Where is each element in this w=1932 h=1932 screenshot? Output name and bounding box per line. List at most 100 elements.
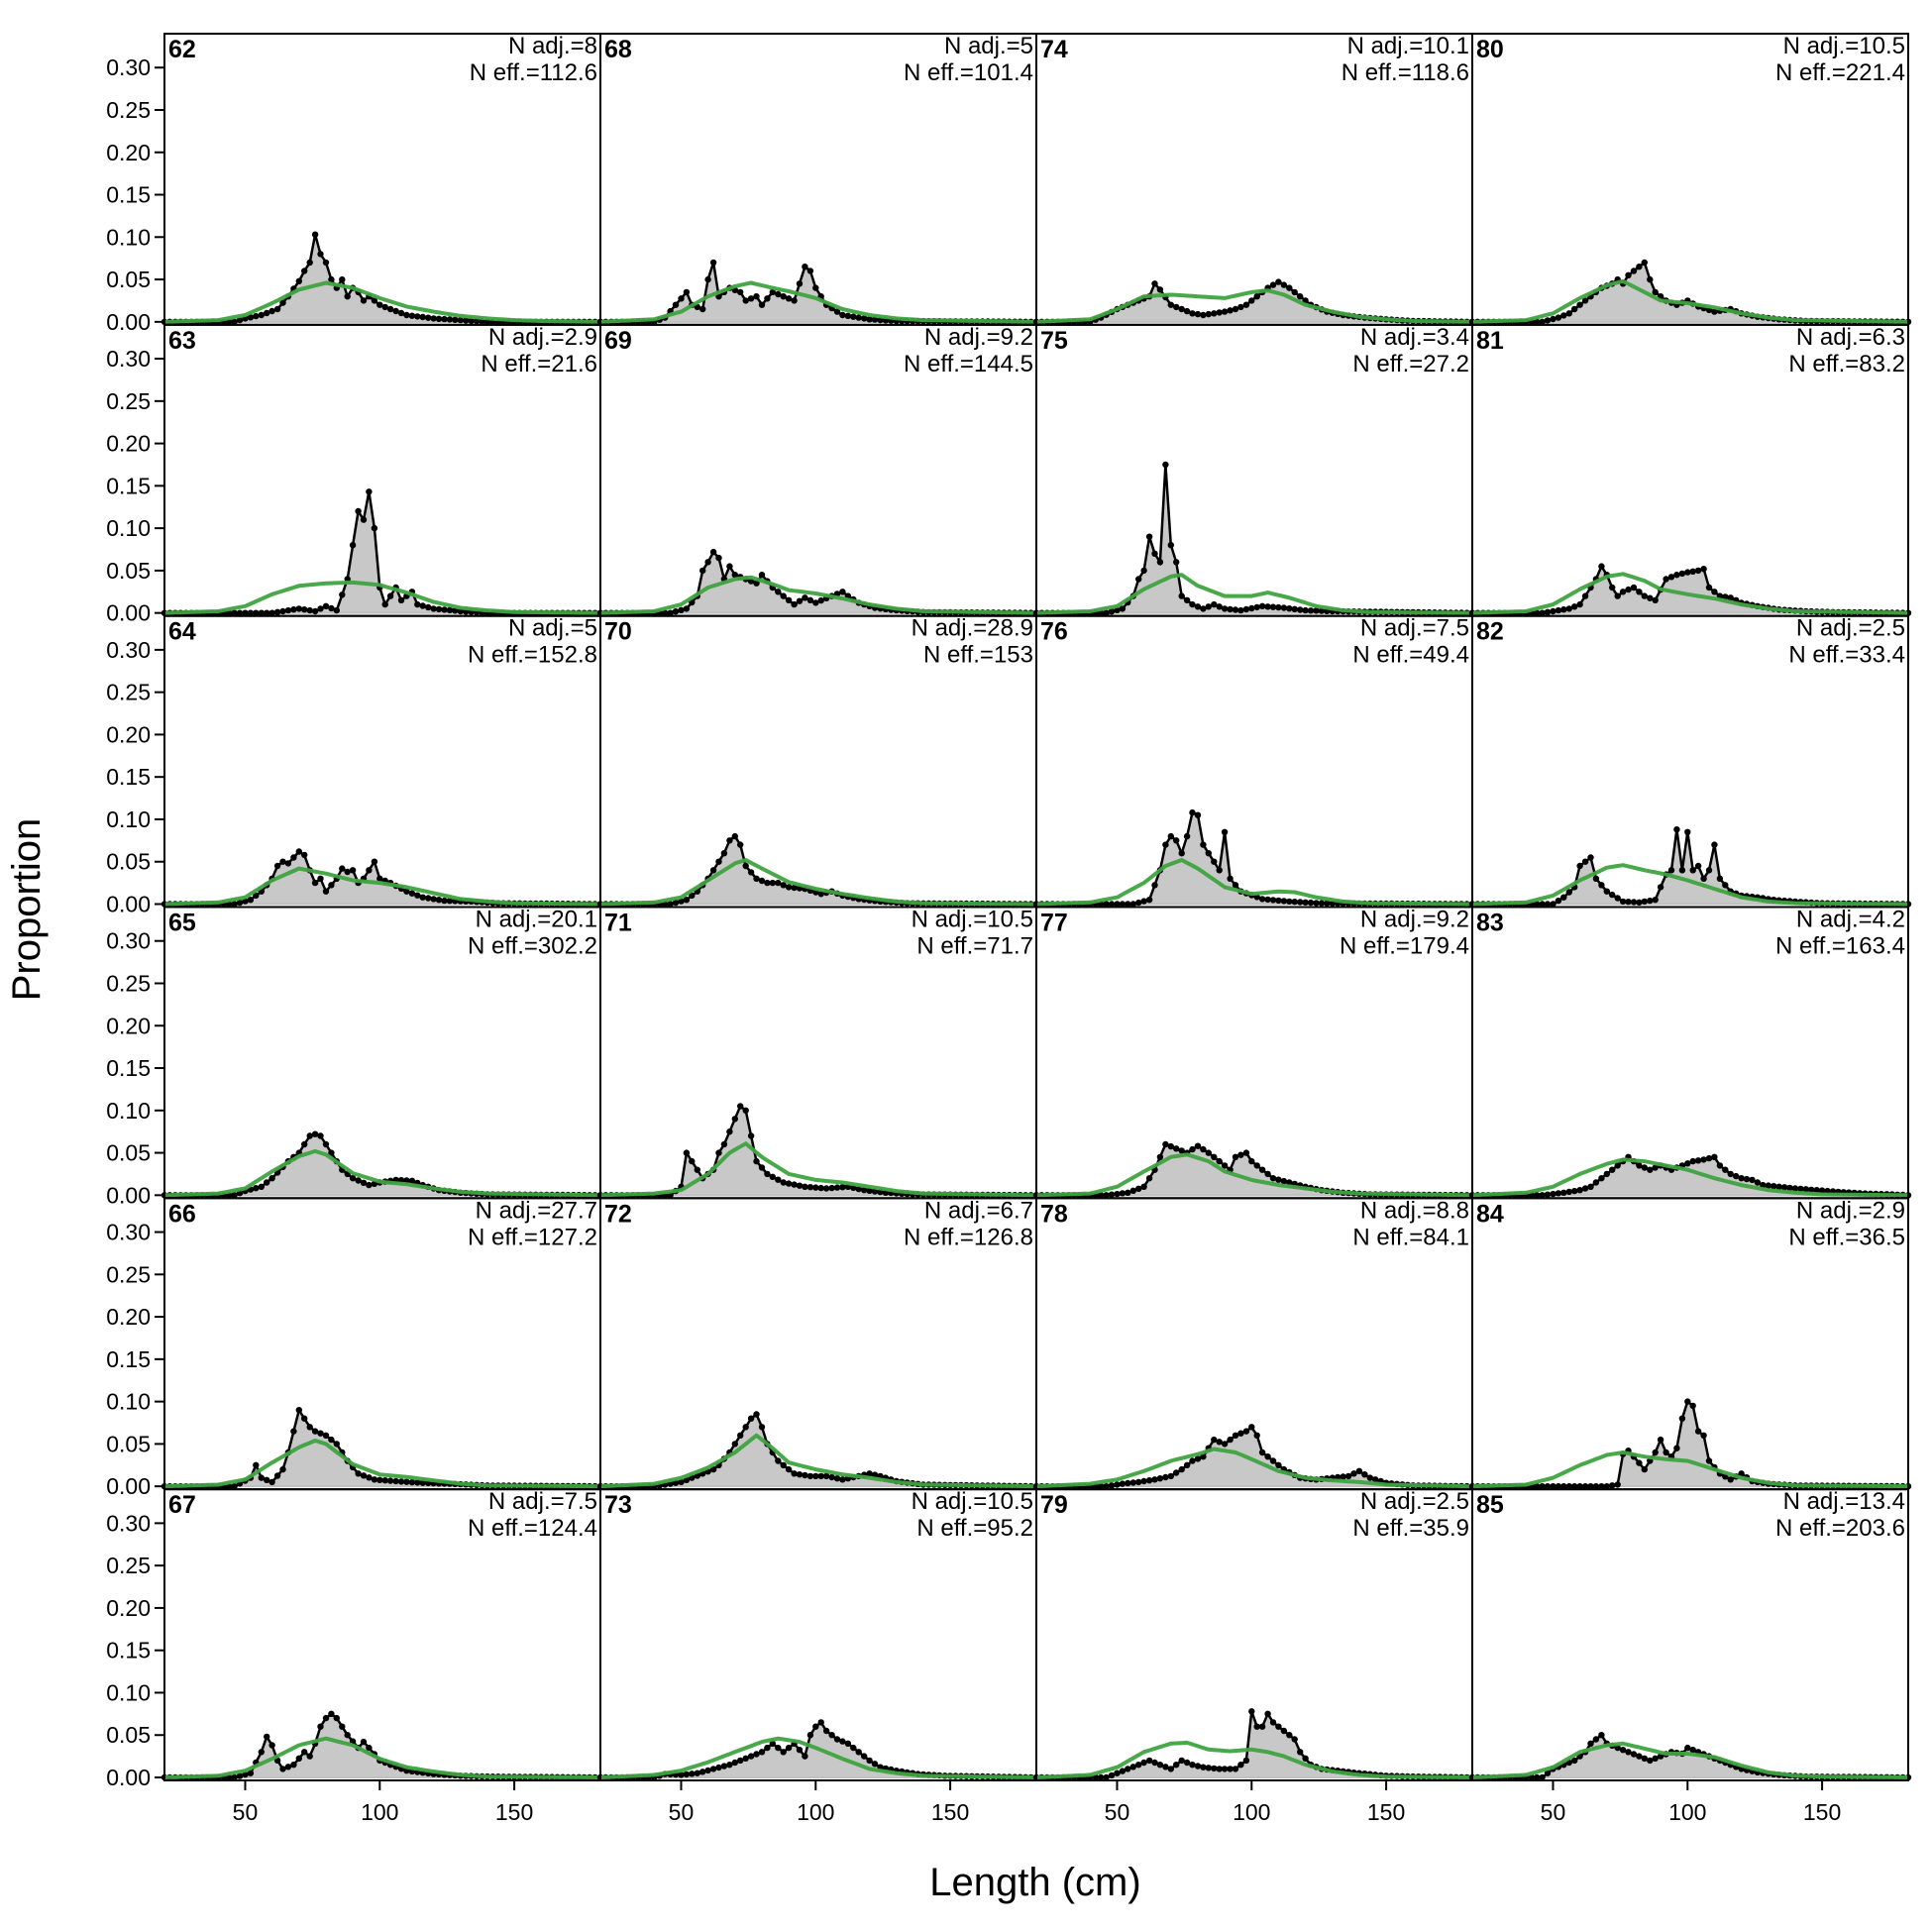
observed-point xyxy=(1684,569,1691,576)
observed-point xyxy=(1098,1192,1105,1199)
observed-point xyxy=(311,1130,319,1137)
expected-line xyxy=(1471,1741,1909,1779)
observed-point xyxy=(328,604,335,612)
observed-point xyxy=(1667,867,1675,874)
observed-point xyxy=(360,1179,368,1187)
observed-point xyxy=(1689,1747,1696,1754)
panel-id-label: 68 xyxy=(604,36,632,63)
observed-area xyxy=(1036,1144,1472,1196)
observed-point xyxy=(1361,1471,1368,1478)
observed-point xyxy=(1560,894,1567,901)
y-tick-label: 0.30 xyxy=(106,1510,151,1536)
observed-point xyxy=(1173,1762,1180,1769)
observed-point xyxy=(1581,297,1589,304)
observed-point xyxy=(758,1164,766,1171)
expected-line xyxy=(163,280,600,324)
observed-point xyxy=(247,609,255,616)
observed-point xyxy=(322,1432,330,1440)
observed-point xyxy=(1544,901,1552,908)
x-tick-label: 50 xyxy=(1541,1799,1566,1825)
observed-point xyxy=(1743,1175,1751,1183)
observed-point xyxy=(758,1749,766,1756)
observed-point xyxy=(1534,1192,1541,1199)
observed-point xyxy=(1340,1473,1346,1480)
observed-point xyxy=(753,1411,760,1418)
n-eff-label: N eff.=33.4 xyxy=(1788,642,1905,669)
observed-point xyxy=(850,1744,857,1752)
observed-point xyxy=(295,848,302,855)
observed-point xyxy=(1248,1708,1255,1715)
observed-point xyxy=(322,602,330,609)
observed-point xyxy=(1156,1475,1164,1482)
observed-point xyxy=(366,1474,373,1481)
observed-point xyxy=(737,841,744,848)
observed-point xyxy=(397,1478,405,1485)
observed-point xyxy=(339,275,346,283)
expected-line xyxy=(599,1141,1036,1198)
observed-point xyxy=(231,1192,238,1199)
observed-point xyxy=(1625,271,1632,278)
observed-point xyxy=(709,259,717,267)
y-tick-label: 0.05 xyxy=(106,267,151,292)
observed-point xyxy=(1103,609,1110,616)
observed-point xyxy=(1663,576,1669,583)
observed-point xyxy=(866,1470,873,1477)
expected-line xyxy=(163,1439,601,1489)
observed-point xyxy=(758,1424,766,1431)
observed-point xyxy=(349,867,357,874)
expected-line xyxy=(1471,572,1909,615)
observed-point xyxy=(236,1772,244,1779)
observed-point xyxy=(1598,1732,1605,1739)
observed-point xyxy=(1275,1723,1282,1730)
observed-point xyxy=(1237,1762,1244,1769)
observed-point xyxy=(737,1103,744,1110)
observed-point xyxy=(231,318,238,325)
observed-point xyxy=(1098,1773,1105,1781)
observed-point xyxy=(1652,288,1659,296)
observed-point xyxy=(376,875,383,882)
observed-point xyxy=(317,1132,324,1139)
observed-point xyxy=(1125,1189,1131,1197)
observed-point xyxy=(1652,1755,1659,1763)
observed-point xyxy=(1576,862,1583,870)
observed-point xyxy=(1619,589,1627,595)
y-tick-label: 0.00 xyxy=(106,1182,151,1208)
observed-point xyxy=(817,596,824,604)
observed-point xyxy=(328,1710,335,1718)
observed-point xyxy=(1291,1736,1298,1743)
observed-point xyxy=(446,316,454,323)
y-tick-label: 0.20 xyxy=(106,431,151,457)
x-tick-label: 100 xyxy=(1668,1799,1706,1825)
observed-point xyxy=(791,1470,798,1477)
observed-point xyxy=(1544,1770,1552,1776)
panel-78: 78 N adj.=8.8N eff.=84.1 xyxy=(1032,1197,1476,1491)
observed-point xyxy=(866,316,873,323)
y-tick-label: 0.05 xyxy=(106,1722,151,1748)
observed-point xyxy=(715,1764,722,1771)
observed-point xyxy=(425,895,432,902)
observed-point xyxy=(833,1184,841,1191)
observed-point xyxy=(247,897,255,904)
observed-point xyxy=(1544,1483,1552,1490)
observed-point xyxy=(780,293,787,300)
observed-point xyxy=(1232,1766,1239,1772)
observed-point xyxy=(699,1769,706,1775)
n-adj-label: N adj.=10.1 xyxy=(1347,33,1469,59)
observed-point xyxy=(785,884,793,891)
observed-point xyxy=(812,284,819,291)
observed-point xyxy=(1641,1465,1649,1473)
n-adj-label: N adj.=8.8 xyxy=(1360,1197,1469,1224)
observed-point xyxy=(1647,1166,1654,1173)
observed-point xyxy=(1248,297,1255,304)
observed-point xyxy=(1716,1162,1724,1169)
observed-point xyxy=(699,305,706,313)
n-adj-label: N adj.=28.9 xyxy=(912,615,1033,642)
observed-point xyxy=(833,1736,841,1743)
observed-point xyxy=(1216,1157,1223,1165)
n-eff-label: N eff.=84.1 xyxy=(1352,1224,1469,1250)
observed-point xyxy=(769,879,776,887)
observed-point xyxy=(855,314,862,321)
observed-point xyxy=(672,608,680,615)
observed-point xyxy=(1103,901,1110,908)
y-tick-label: 0.30 xyxy=(106,54,151,80)
